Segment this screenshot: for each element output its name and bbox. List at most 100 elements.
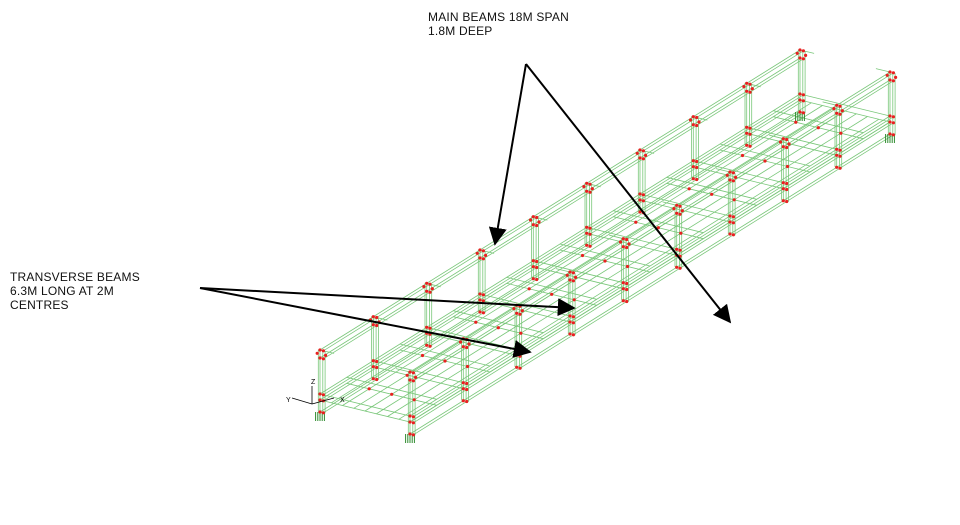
deck-node-marker: [367, 387, 371, 391]
deck-node-marker: [785, 164, 790, 169]
deck-node-marker: [572, 298, 576, 302]
node-marker: [641, 157, 646, 161]
deck-node-marker: [412, 398, 416, 402]
node-marker: [318, 348, 322, 352]
node-marker: [518, 312, 522, 316]
node-marker: [891, 121, 896, 125]
node-marker: [375, 377, 379, 382]
node-marker: [728, 170, 732, 174]
main-beams-annotation: MAIN BEAMS 18M SPAN 1.8M DEEP: [428, 10, 569, 38]
node-marker: [678, 266, 682, 270]
node-marker: [748, 132, 752, 136]
deck-node-marker: [420, 353, 425, 358]
node-marker: [888, 120, 892, 124]
transverse-beam: [639, 193, 731, 217]
node-marker: [731, 221, 736, 225]
node-marker: [675, 247, 679, 251]
transverse-beam: [506, 276, 597, 300]
node-marker: [731, 215, 736, 219]
node-marker: [481, 299, 485, 303]
node-marker: [748, 126, 752, 130]
node-marker: [458, 340, 463, 344]
transverse-beam: [399, 343, 491, 367]
transverse-beam: [586, 226, 677, 250]
node-marker: [697, 120, 701, 124]
node-marker: [568, 314, 572, 318]
node-marker: [535, 277, 539, 282]
node-marker: [535, 215, 539, 220]
node-marker: [318, 392, 322, 396]
node-marker: [568, 278, 572, 282]
node-marker: [625, 245, 629, 250]
node-marker: [408, 414, 412, 418]
node-marker: [785, 145, 789, 150]
top-outrigger: [662, 201, 677, 206]
node-marker: [315, 351, 319, 355]
node-marker: [588, 232, 592, 236]
node-marker: [478, 256, 482, 260]
deck-node-marker: [816, 126, 820, 130]
deck-node-marker: [550, 292, 554, 296]
node-marker: [745, 131, 749, 135]
deck-node-marker: [443, 359, 447, 363]
deck-node-marker: [740, 153, 745, 158]
node-marker: [728, 232, 732, 236]
node-marker: [461, 387, 465, 391]
node-marker: [641, 199, 646, 203]
deck-node-marker: [794, 120, 798, 124]
node-marker: [425, 281, 429, 285]
node-marker: [625, 281, 629, 286]
node-marker: [835, 103, 839, 107]
node-marker: [484, 253, 488, 257]
node-marker: [795, 51, 799, 55]
node-marker: [621, 245, 625, 249]
node-marker: [371, 323, 375, 327]
node-marker: [835, 111, 839, 115]
node-marker: [675, 211, 679, 215]
node-marker: [748, 144, 752, 148]
top-outrigger: [822, 101, 837, 106]
node-marker: [804, 53, 808, 58]
node-marker: [695, 115, 699, 120]
node-marker: [801, 111, 806, 115]
node-marker: [375, 315, 379, 320]
node-marker: [798, 48, 802, 52]
transverse-beam: [533, 260, 624, 284]
transverse-beam: [773, 110, 864, 134]
transverse-beam: [346, 376, 437, 400]
node-marker: [734, 175, 738, 179]
node-marker: [585, 225, 589, 229]
main-beam-chord: [319, 49, 801, 351]
node-marker: [318, 356, 322, 360]
node-marker: [465, 387, 469, 392]
node-marker: [571, 315, 576, 319]
node-marker: [375, 365, 379, 370]
node-marker: [728, 214, 732, 218]
node-marker: [641, 193, 646, 197]
node-marker: [411, 379, 415, 383]
node-marker: [688, 118, 693, 122]
node-marker: [781, 181, 785, 185]
node-marker: [888, 132, 892, 136]
node-marker: [678, 212, 682, 216]
node-marker: [371, 315, 375, 319]
node-marker: [465, 345, 469, 350]
node-marker: [518, 366, 522, 370]
node-marker: [888, 70, 892, 74]
transverse-beam: [746, 126, 837, 150]
deck-node-marker: [580, 253, 585, 258]
deck-node-marker: [679, 231, 683, 235]
deck-node-marker: [687, 187, 691, 191]
node-marker: [321, 393, 325, 397]
node-marker: [411, 415, 415, 419]
top-outrigger: [609, 234, 624, 240]
node-marker: [891, 71, 896, 75]
node-marker: [478, 292, 482, 296]
main-beam-chord: [413, 134, 894, 436]
deck-node-marker: [496, 326, 500, 330]
main-beams-line-2: 1.8M DEEP: [428, 24, 493, 38]
axis-label-y: Y: [286, 397, 291, 404]
node-marker: [585, 181, 589, 185]
node-marker: [801, 57, 806, 61]
